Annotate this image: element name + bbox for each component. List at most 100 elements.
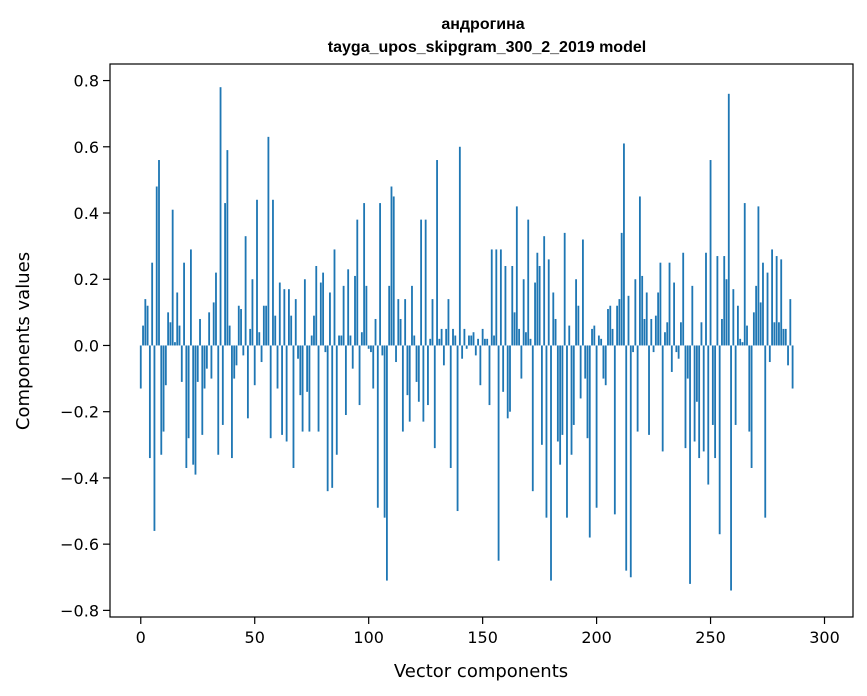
bar-25	[196, 345, 199, 382]
bar-280	[778, 322, 780, 346]
bar-198	[591, 328, 593, 346]
bar-28	[203, 345, 206, 389]
x-axis-label: Vector components	[394, 661, 568, 682]
bar-128	[431, 299, 434, 346]
bar-57	[269, 345, 272, 439]
bar-206	[609, 305, 612, 346]
bar-104	[376, 345, 379, 508]
bar-20	[185, 345, 188, 468]
bar-224	[650, 318, 653, 346]
bar-250	[709, 160, 712, 346]
bar-278	[773, 322, 776, 346]
bar-270	[755, 285, 758, 346]
bar-267	[748, 345, 751, 432]
bar-63	[283, 289, 286, 346]
bar-72	[303, 279, 306, 346]
bar-123	[420, 219, 423, 346]
bar-58	[272, 199, 274, 346]
bar-84	[331, 345, 334, 488]
bar-16	[176, 292, 179, 346]
x-tick-label: 200	[581, 628, 612, 647]
bar-168	[522, 279, 525, 346]
bar-202	[600, 338, 603, 346]
bar-69	[297, 345, 299, 359]
bar-200	[595, 345, 598, 508]
bar-40	[231, 345, 233, 459]
bar-100	[367, 345, 370, 349]
bar-30	[208, 312, 211, 346]
bar-131	[438, 338, 441, 346]
bar-83	[329, 292, 331, 346]
bar-152	[486, 338, 489, 346]
bar-195	[584, 345, 587, 379]
bar-140	[458, 146, 461, 346]
bar-242	[691, 285, 694, 346]
bar-180	[550, 345, 552, 581]
bar-90	[344, 345, 347, 416]
x-tick-label: 0	[136, 628, 146, 647]
bar-56	[267, 136, 270, 346]
bar-279	[775, 256, 778, 346]
bar-88	[340, 335, 343, 346]
bar-218	[636, 345, 639, 432]
bar-121	[415, 345, 418, 382]
bar-109	[388, 285, 391, 346]
bar-87	[338, 335, 340, 346]
bar-188	[568, 325, 571, 346]
bar-55	[265, 305, 268, 346]
bar-38	[226, 150, 229, 346]
bar-120	[413, 335, 416, 346]
bar-11	[164, 345, 167, 386]
bar-194	[582, 239, 584, 346]
bar-273	[762, 262, 764, 346]
x-tick-label: 50	[245, 628, 265, 647]
bar-135	[447, 299, 450, 346]
bar-165	[515, 206, 518, 346]
bar-143	[465, 345, 468, 349]
bar-27	[201, 345, 204, 435]
y-tick-label: 0.8	[74, 72, 99, 91]
bar-35	[219, 87, 222, 346]
bar-249	[707, 345, 710, 485]
bar-239	[684, 345, 687, 449]
bar-216	[632, 345, 634, 353]
bar-192	[577, 305, 580, 346]
bar-241	[689, 345, 691, 584]
bar-176	[540, 345, 543, 445]
bar-3	[146, 305, 149, 346]
bar-105	[379, 203, 381, 346]
bar-60	[276, 345, 279, 389]
bar-169	[525, 332, 527, 346]
bar-205	[607, 309, 609, 346]
bar-269	[752, 312, 755, 346]
bar-257	[725, 279, 728, 346]
bar-185	[561, 345, 564, 435]
x-tick-label: 100	[353, 628, 384, 647]
bar-240	[686, 345, 689, 379]
bar-116	[404, 299, 407, 346]
bar-136	[449, 345, 452, 468]
bar-158	[499, 249, 502, 346]
bar-170	[527, 219, 530, 346]
y-tick-label: −0.8	[60, 601, 99, 620]
bar-173	[534, 282, 536, 346]
bar-284	[787, 345, 789, 366]
bar-48	[249, 328, 252, 346]
bar-146	[472, 332, 475, 346]
bar-76	[313, 315, 315, 346]
bar-189	[570, 345, 573, 455]
bar-122	[417, 345, 420, 402]
bar-13	[169, 322, 172, 346]
bar-93	[351, 345, 354, 369]
bar-49	[251, 279, 254, 346]
bar-261	[734, 345, 737, 425]
bar-245	[698, 345, 701, 459]
bar-247	[702, 345, 705, 452]
bar-219	[638, 196, 641, 346]
bar-227	[657, 292, 660, 346]
bar-162	[509, 345, 511, 412]
bar-4	[148, 345, 151, 459]
bar-210	[618, 299, 621, 346]
bar-255	[721, 318, 723, 346]
